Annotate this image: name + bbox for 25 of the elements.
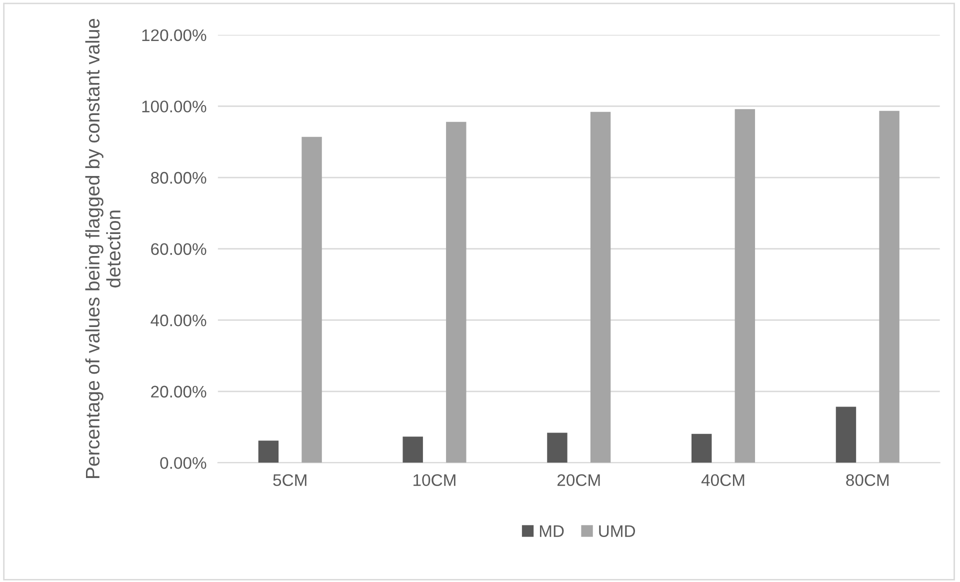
bar <box>734 109 756 463</box>
bar <box>446 122 466 463</box>
x-tick-label: 80CM <box>846 474 889 486</box>
y-tick-label: 60.00% <box>151 243 206 256</box>
legend-label: MD <box>540 525 564 537</box>
y-tick-label: 0.00% <box>160 457 206 469</box>
bar <box>547 432 568 463</box>
bar <box>692 434 712 463</box>
legend-label: UMD <box>599 525 636 537</box>
y-tick-label: 20.00% <box>151 386 206 398</box>
y-tick-label: 120.00% <box>142 29 206 42</box>
y-tick-label: 40.00% <box>150 314 206 326</box>
x-tick-label: 10CM <box>414 474 456 486</box>
bar <box>590 112 611 463</box>
y-tick-label: 80.00% <box>151 172 206 184</box>
x-tick-label: 20CM <box>557 474 600 486</box>
x-tick-label: 5CM <box>273 474 306 486</box>
bar <box>836 406 856 463</box>
bar <box>302 136 322 463</box>
x-tick-label: 40CM <box>701 474 744 486</box>
bar <box>402 436 423 463</box>
y-tick-label: 100.00% <box>142 100 206 112</box>
bar <box>879 110 900 463</box>
y-axis-title: Percentage of values being flagged by constant value detection <box>85 18 121 478</box>
bar <box>258 440 279 463</box>
